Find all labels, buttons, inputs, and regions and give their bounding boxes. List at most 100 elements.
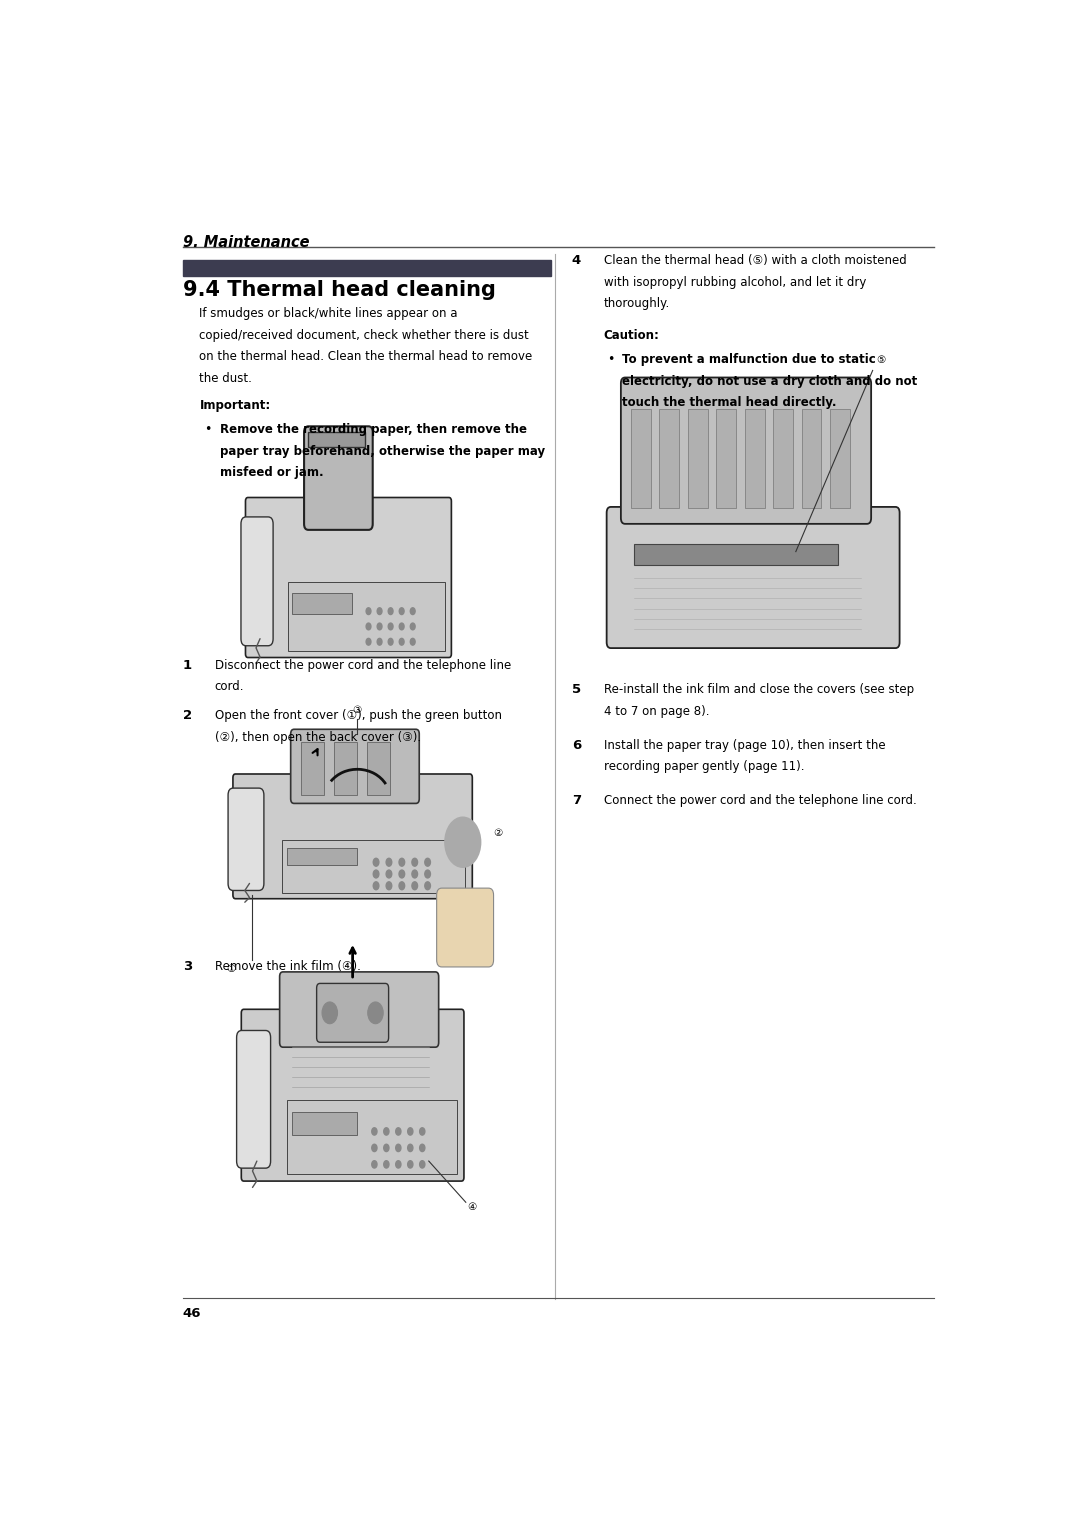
Circle shape	[410, 639, 415, 645]
Text: Open the front cover (①), push the green button: Open the front cover (①), push the green…	[215, 709, 501, 723]
Bar	[829, 410, 850, 507]
Circle shape	[399, 859, 405, 866]
Bar	[287, 848, 357, 865]
Text: copied/received document, check whether there is dust: copied/received document, check whether …	[200, 329, 529, 342]
Bar	[367, 743, 390, 795]
FancyBboxPatch shape	[436, 888, 494, 967]
Circle shape	[410, 623, 415, 630]
Circle shape	[399, 869, 405, 879]
Text: ①: ①	[226, 964, 235, 973]
Text: ②: ②	[494, 828, 502, 839]
Text: touch the thermal head directly.: touch the thermal head directly.	[622, 396, 837, 410]
Text: 9.4 Thermal head cleaning: 9.4 Thermal head cleaning	[183, 280, 496, 299]
Bar	[301, 743, 324, 795]
Circle shape	[410, 608, 415, 614]
Text: 46: 46	[183, 1306, 201, 1320]
Text: 4 to 7 on page 8).: 4 to 7 on page 8).	[604, 704, 710, 718]
Text: with isopropyl rubbing alcohol, and let it dry: with isopropyl rubbing alcohol, and let …	[604, 275, 866, 289]
Circle shape	[366, 623, 370, 630]
Circle shape	[377, 623, 382, 630]
Text: 5: 5	[572, 683, 581, 697]
Circle shape	[424, 859, 431, 866]
Text: cord.: cord.	[215, 680, 244, 694]
Text: Clean the thermal head (⑤) with a cloth moistened: Clean the thermal head (⑤) with a cloth …	[604, 254, 906, 267]
Circle shape	[424, 882, 431, 889]
Circle shape	[395, 1161, 401, 1167]
Text: electricity, do not use a dry cloth and do not: electricity, do not use a dry cloth and …	[622, 374, 917, 388]
Circle shape	[383, 1144, 389, 1152]
Text: Remove the ink film (④).: Remove the ink film (④).	[215, 960, 361, 973]
Circle shape	[407, 1128, 413, 1135]
Bar	[634, 544, 838, 564]
Text: Re-install the ink film and close the covers (see step: Re-install the ink film and close the co…	[604, 683, 914, 697]
Circle shape	[395, 1128, 401, 1135]
FancyBboxPatch shape	[241, 516, 273, 646]
FancyBboxPatch shape	[316, 984, 389, 1042]
Bar	[744, 410, 765, 507]
Text: thoroughly.: thoroughly.	[604, 298, 670, 310]
Circle shape	[377, 608, 382, 614]
Text: ⑤: ⑤	[877, 354, 886, 365]
Bar	[282, 840, 465, 892]
Bar	[631, 410, 650, 507]
Circle shape	[372, 1128, 377, 1135]
Bar	[801, 410, 822, 507]
Bar	[773, 410, 793, 507]
Text: Install the paper tray (page 10), then insert the: Install the paper tray (page 10), then i…	[604, 738, 886, 752]
Bar	[308, 432, 365, 448]
Text: 3: 3	[183, 960, 192, 973]
Bar	[659, 410, 679, 507]
Circle shape	[366, 639, 370, 645]
Circle shape	[387, 882, 392, 889]
Text: 7: 7	[572, 795, 581, 807]
Circle shape	[383, 1128, 389, 1135]
Text: 4: 4	[572, 254, 581, 267]
Text: •: •	[204, 423, 211, 435]
Circle shape	[372, 1161, 377, 1167]
Circle shape	[407, 1144, 413, 1152]
FancyBboxPatch shape	[280, 972, 438, 1047]
Circle shape	[387, 859, 392, 866]
Bar	[292, 1112, 357, 1135]
Circle shape	[367, 1002, 383, 1024]
Circle shape	[445, 817, 481, 866]
Text: 6: 6	[572, 738, 581, 752]
Circle shape	[322, 1002, 338, 1024]
Text: recording paper gently (page 11).: recording paper gently (page 11).	[604, 761, 805, 773]
Circle shape	[399, 882, 405, 889]
Text: ③: ③	[353, 704, 362, 715]
Circle shape	[400, 623, 404, 630]
FancyBboxPatch shape	[291, 729, 419, 804]
Text: misfeed or jam.: misfeed or jam.	[220, 466, 324, 480]
FancyBboxPatch shape	[305, 426, 373, 530]
Bar	[183, 260, 551, 277]
Text: paper tray beforehand, otherwise the paper may: paper tray beforehand, otherwise the pap…	[220, 445, 545, 457]
Text: •: •	[607, 353, 615, 365]
Circle shape	[374, 882, 379, 889]
Circle shape	[400, 608, 404, 614]
Circle shape	[420, 1161, 424, 1167]
Text: If smudges or black/white lines appear on a: If smudges or black/white lines appear o…	[200, 307, 458, 319]
Text: Remove the recording paper, then remove the: Remove the recording paper, then remove …	[220, 423, 527, 435]
Circle shape	[395, 1144, 401, 1152]
Circle shape	[374, 859, 379, 866]
Circle shape	[377, 639, 382, 645]
Circle shape	[424, 869, 431, 879]
FancyBboxPatch shape	[245, 498, 451, 657]
FancyBboxPatch shape	[237, 1030, 271, 1167]
Circle shape	[374, 869, 379, 879]
Circle shape	[388, 623, 393, 630]
Text: ④: ④	[468, 1203, 477, 1213]
Circle shape	[388, 608, 393, 614]
Circle shape	[383, 1161, 389, 1167]
Text: Important:: Important:	[200, 399, 271, 411]
FancyBboxPatch shape	[233, 775, 472, 898]
FancyBboxPatch shape	[228, 788, 264, 891]
FancyBboxPatch shape	[241, 1010, 464, 1181]
Bar	[334, 743, 357, 795]
Circle shape	[420, 1128, 424, 1135]
Text: 9. Maintenance: 9. Maintenance	[183, 235, 309, 251]
Text: 1: 1	[183, 659, 192, 672]
Text: Disconnect the power cord and the telephone line: Disconnect the power cord and the teleph…	[215, 659, 511, 672]
Text: the dust.: the dust.	[200, 373, 253, 385]
